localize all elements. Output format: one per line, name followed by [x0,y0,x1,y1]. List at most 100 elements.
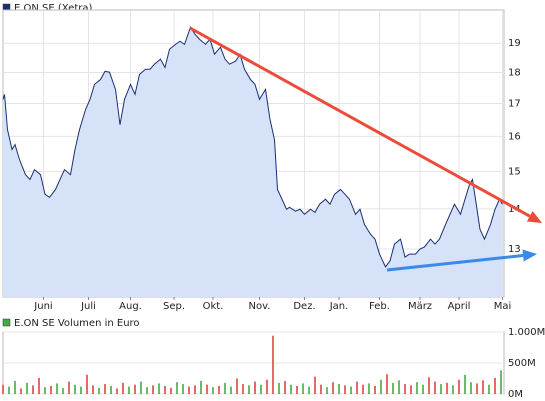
volume-bar [428,377,430,394]
volume-bar [416,382,418,394]
x-tick-label: Sep. [163,301,185,312]
volume-bar [248,385,250,394]
y-tick-label: 15 [508,166,521,177]
volume-bar [218,385,220,394]
x-tick-label: Dez. [293,301,315,312]
volume-bar [242,384,244,394]
y-tick-label: 17 [508,99,521,110]
y-tick-label: 500M [508,358,536,369]
volume-bar [74,384,76,394]
volume-bar [110,385,112,394]
volume-bar [500,370,502,394]
volume-bar [86,374,88,394]
volume-bar [452,385,454,394]
volume-bar [308,386,310,394]
legend-label: E.ON SE (Xetra) [14,3,92,14]
volume-bar [482,380,484,394]
y-tick-label: 1.000M [508,327,545,338]
volume-bar [494,377,496,394]
volume-bar [206,384,208,394]
trend-arrow-blue-head [522,249,537,262]
volume-bar [458,379,460,394]
volume-bar [116,388,118,394]
x-tick-label: Jan. [329,301,349,312]
x-tick-label: Aug. [119,301,142,312]
volume-bar [326,387,328,394]
volume-bar [140,381,142,394]
volume-bar [380,379,382,394]
volume-bar [68,381,70,394]
trend-arrow-blue [386,253,524,272]
volume-bar [446,382,448,394]
volume-bar [212,387,214,394]
volume-bar [386,374,388,394]
volume-bar [146,387,148,394]
volume-bar [470,382,472,394]
price-line [2,26,503,268]
x-tick-label: März [408,301,432,312]
x-tick-label: Feb. [369,301,390,312]
volume-bar [50,385,52,394]
legend-swatch [2,318,11,327]
volume-bar [224,382,226,394]
trend-arrow-red [189,26,531,218]
x-tick-label: Okt. [203,301,224,312]
volume-bar [404,384,406,394]
y-tick-label: 16 [508,131,521,142]
volume-bar [158,383,160,394]
x-tick-label: Mai [494,301,512,312]
y-tick-label: 0M [508,389,523,400]
volume-bar [194,385,196,394]
volume-bar [14,380,16,394]
x-tick-label: April [448,301,471,312]
volume-bar [26,382,28,394]
volume-bar [170,387,172,394]
volume-bar [476,383,478,394]
volume-bar [488,384,490,394]
volume-bar [254,381,256,394]
volume-bar [152,385,154,394]
trend-arrow-red-head [526,210,542,223]
volume-bar [122,382,124,394]
volume-bar [440,384,442,394]
volume-bar [134,384,136,394]
x-tick-label: Juli [80,301,96,312]
volume-bar [44,387,46,394]
volume-bar [176,382,178,394]
volume-bar [284,380,286,394]
volume-bar [128,386,130,394]
y-tick-label: 19 [508,38,521,49]
x-tick-label: Nov. [249,301,271,312]
volume-bar [368,383,370,394]
volume-bar [8,386,10,394]
volume-bar [164,385,166,394]
volume-bar [362,384,364,394]
volume-bar [278,382,280,394]
volume-bar [374,385,376,394]
volume-bar [38,377,40,394]
volume-bar [98,387,100,394]
volume-bar [302,383,304,394]
x-tick-label: Juni [33,301,52,312]
volume-bar [230,386,232,394]
volume-bar [2,384,4,394]
volume-bar [350,386,352,394]
volume-bar [356,381,358,394]
volume-bar [200,380,202,394]
volume-bar [314,376,316,394]
volume-bar [62,388,64,394]
volume-bar [332,382,334,394]
volume-bar [32,385,34,394]
volume-bar [260,384,262,394]
volume-bar [104,384,106,394]
y-tick-label: 18 [508,68,521,79]
volume-bar [236,378,238,394]
volume-bar [266,379,268,394]
volume-bar [92,385,94,394]
volume-bar [398,380,400,394]
price-area [3,27,503,298]
volume-bar [296,385,298,394]
legend-label: E.ON SE Volumen in Euro [14,318,140,329]
y-tick-label: 13 [508,244,521,255]
